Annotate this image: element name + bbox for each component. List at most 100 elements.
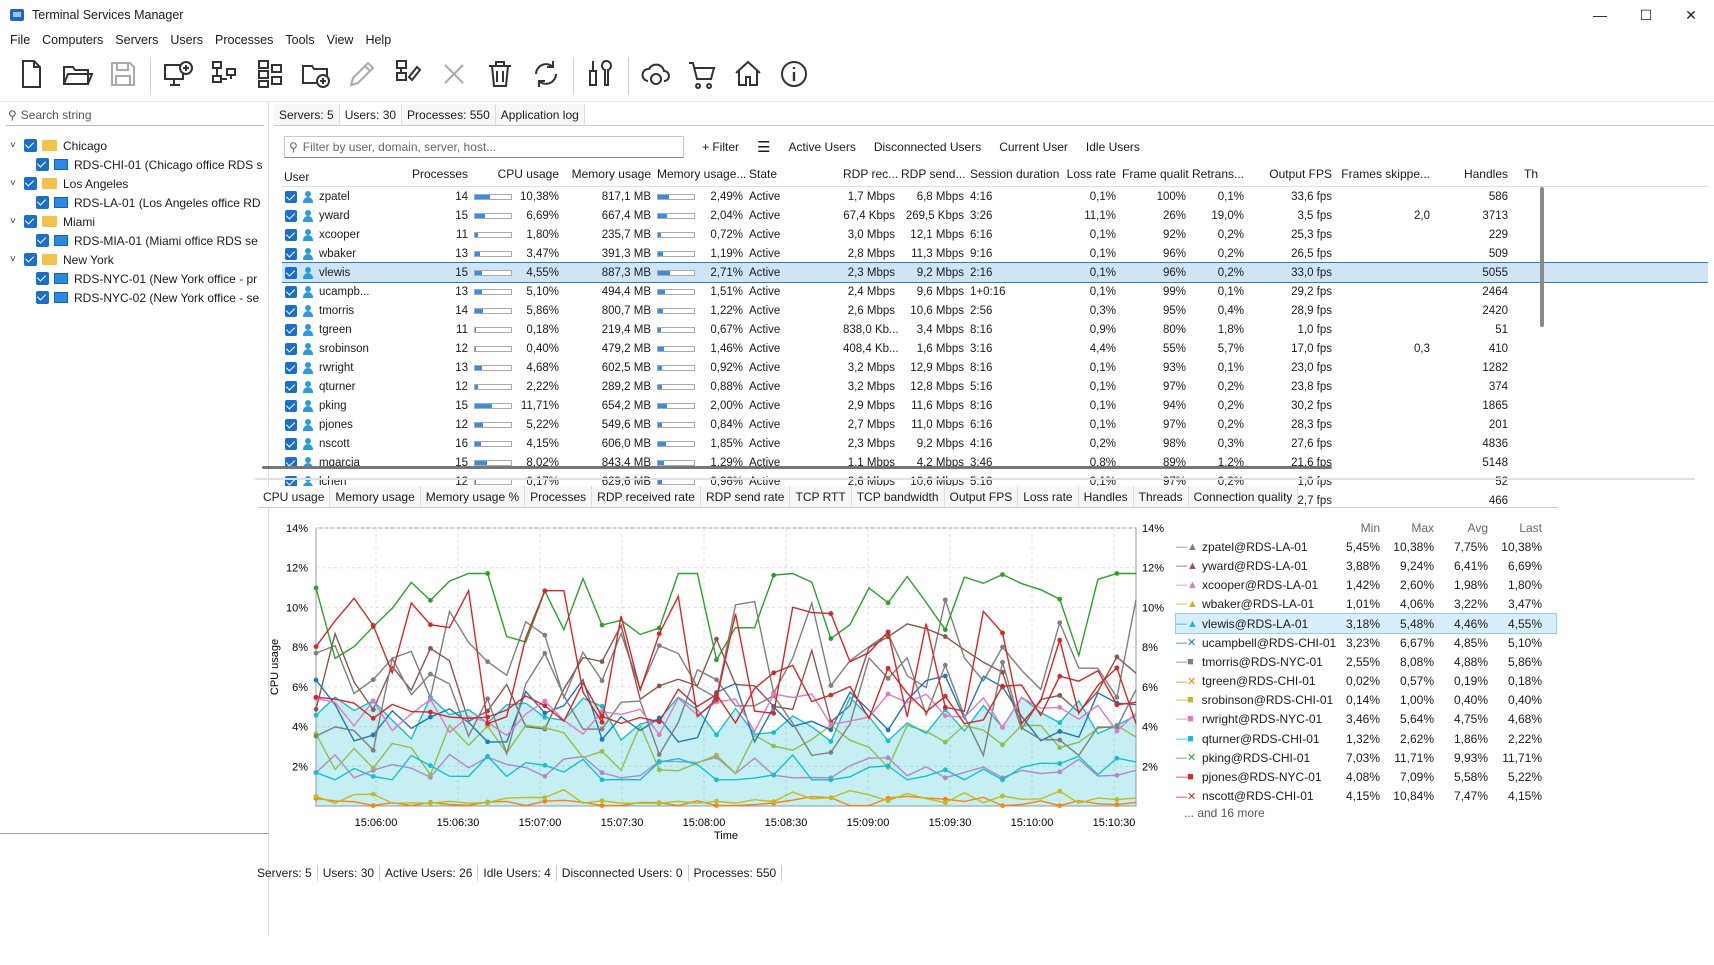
row-checkbox[interactable] [285, 418, 297, 431]
chart-tab-rdp-send-rate[interactable]: RDP send rate [700, 486, 791, 507]
close-icon[interactable]: ✕ [1685, 6, 1697, 23]
legend-row[interactable]: —■ pjones@RDS-NYC-01 4,08% 7,09% 5,58% 5,22% [1176, 767, 1556, 786]
legend-row[interactable]: —■ tmorris@RDS-NYC-01 2,55% 8,08% 4,88% 5,86% [1176, 652, 1556, 671]
checkbox[interactable] [36, 291, 49, 304]
view-idle-users[interactable]: Idle Users [1085, 140, 1140, 154]
row-checkbox[interactable] [285, 285, 297, 298]
table-row[interactable]: rwright 13 4,68% 602,5 MB 0,92% Active 3,2 Mbp… [282, 358, 1708, 377]
table-row[interactable]: pjones 12 5,22% 549,6 MB 0,84% Active 2,7 Mbps… [282, 415, 1708, 434]
table-row[interactable]: tmorris 14 5,86% 800,7 MB 1,22% Active 2,6 Mbp… [282, 301, 1708, 320]
chevron-down-icon[interactable]: ˅ [10, 140, 16, 151]
tab-application-log[interactable]: Application log [495, 104, 585, 125]
column-header[interactable]: Frame quality [1122, 167, 1189, 181]
minimize-icon[interactable]: — [1593, 7, 1607, 23]
menu-computers[interactable]: Computers [42, 33, 104, 47]
column-header[interactable]: Handles [1463, 167, 1508, 181]
column-header[interactable]: Retrans... [1192, 167, 1245, 181]
checkbox[interactable] [24, 215, 37, 228]
table-row[interactable]: srobinson 12 0,40% 479,2 MB 1,46% Active 408,4… [282, 339, 1708, 358]
column-header[interactable]: State [749, 167, 778, 181]
tree-server[interactable]: RDS-CHI-01 (Chicago office RDS s [10, 155, 268, 174]
chart-tab-loss-rate[interactable]: Loss rate [1018, 486, 1079, 507]
row-checkbox[interactable] [285, 342, 297, 355]
row-checkbox[interactable] [285, 190, 297, 203]
tab-servers[interactable]: Servers: 5 [274, 104, 340, 125]
table-row[interactable]: wbaker 13 3,47% 391,3 MB 1,19% Active 2,8 Mbps… [282, 244, 1708, 263]
legend-row[interactable]: —■ qturner@RDS-CHI-01 1,32% 2,62% 1,86% 2,22% [1176, 729, 1556, 748]
view-current-user[interactable]: Current User [999, 140, 1068, 154]
row-checkbox[interactable] [285, 304, 297, 317]
home-button[interactable] [725, 54, 771, 98]
column-header[interactable]: Output FPS [1269, 167, 1332, 181]
chart-tab-output-fps[interactable]: Output FPS [944, 486, 1019, 507]
maximize-icon[interactable]: ☐ [1639, 6, 1653, 23]
checkbox[interactable] [36, 234, 49, 247]
view-disconnected-users[interactable]: Disconnected Users [873, 140, 982, 154]
add-group-button[interactable] [201, 54, 247, 98]
legend-row[interactable]: —✕ nscott@RDS-CHI-01 4,15% 10,84% 7,47% 4,15% [1176, 787, 1556, 806]
column-header[interactable]: Loss rate [1066, 167, 1116, 181]
legend-row[interactable]: —■ srobinson@RDS-CHI-01 0,14% 1,00% 0,40% 0,4… [1176, 691, 1556, 710]
tree-group[interactable]: ˅ Miami [10, 212, 268, 231]
open-folder-button[interactable] [54, 54, 100, 98]
table-row[interactable]: vlewis 15 4,55% 887,3 MB 2,71% Active 2,3 Mbps… [282, 262, 1708, 283]
chart-tab-processes[interactable]: Processes [525, 486, 593, 507]
column-header[interactable]: Memory usage... [657, 167, 746, 181]
menu-processes[interactable]: Processes [215, 33, 274, 47]
cloud-sync-button[interactable] [633, 54, 679, 98]
row-checkbox[interactable] [285, 209, 297, 222]
column-header[interactable]: CPU usage [497, 167, 559, 181]
legend-row[interactable]: —▲ vlewis@RDS-LA-01 3,18% 5,48% 4,46% 4,55% [1175, 612, 1557, 635]
search-input[interactable]: Search string [20, 107, 92, 122]
tab-users[interactable]: Users: 30 [339, 104, 403, 125]
legend-row[interactable]: —▲ yward@RDS-LA-01 3,88% 9,24% 6,41% 6,69% [1176, 556, 1556, 575]
tree-server[interactable]: RDS-NYC-02 (New York office - se [10, 288, 268, 307]
table-row[interactable]: nscott 16 4,15% 606,0 MB 1,85% Active 2,3 Mbps… [282, 434, 1708, 453]
table-row[interactable]: qturner 12 2,22% 289,2 MB 0,88% Active 3,2 Mbp… [282, 377, 1708, 396]
grid-vertical-scrollbar[interactable] [1540, 187, 1544, 327]
row-checkbox[interactable] [285, 361, 297, 374]
search-box[interactable]: ⚲ Search string [6, 104, 264, 126]
table-row[interactable]: yward 15 6,69% 667,4 MB 2,04% Active 67,4 Kbps… [282, 206, 1708, 225]
legend-row[interactable]: —✕ ucampbell@RDS-CHI-01 3,23% 6,67% 4,85% 5,1… [1176, 633, 1556, 652]
checkbox[interactable] [24, 139, 37, 152]
menu-tools[interactable]: Tools [285, 33, 315, 47]
edit-button[interactable] [339, 54, 385, 98]
column-header[interactable]: RDP rec... [843, 167, 898, 181]
row-checkbox[interactable] [285, 456, 297, 469]
checkbox[interactable] [24, 253, 37, 266]
column-header[interactable]: Session duration [970, 167, 1060, 181]
tree-server[interactable]: RDS-NYC-01 (New York office - pr [10, 269, 268, 288]
checkbox[interactable] [24, 177, 37, 190]
table-row[interactable]: zpatel 14 10,38% 817,1 MB 2,49% Active 1,7 Mbp… [282, 187, 1708, 206]
chart-tab-cpu-usage[interactable]: CPU usage [258, 486, 331, 507]
delete-x-button[interactable] [431, 54, 477, 98]
chart-tab-memory-usage-[interactable]: Memory usage % [420, 486, 526, 507]
checkbox[interactable] [36, 158, 49, 171]
tab-processes[interactable]: Processes: 550 [402, 104, 496, 125]
chart-tab-tcp-bandwidth[interactable]: TCP bandwidth [851, 486, 945, 507]
add-folder-button[interactable] [293, 54, 339, 98]
menu-file[interactable]: File [10, 33, 31, 47]
row-checkbox[interactable] [285, 247, 297, 260]
column-header[interactable]: Frames skippe... [1341, 167, 1430, 181]
chart-tab-handles[interactable]: Handles [1078, 486, 1134, 507]
new-file-button[interactable] [8, 54, 54, 98]
table-row[interactable]: xcooper 11 1,80% 235,7 MB 0,72% Active 3,0 Mbp… [282, 225, 1708, 244]
row-checkbox[interactable] [285, 380, 297, 393]
column-header[interactable]: Processes [411, 167, 468, 181]
column-header[interactable]: RDP send... [901, 167, 966, 181]
legend-row[interactable]: —✕ pking@RDS-CHI-01 7,03% 11,71% 9,93% 11,71% [1176, 748, 1556, 767]
filter-button[interactable]: + Filter [702, 140, 740, 154]
refresh-button[interactable] [523, 54, 569, 98]
tree-group[interactable]: ˅ Chicago [10, 136, 268, 155]
filter-input[interactable]: ⚲ Filter by user, domain, server, host..… [284, 136, 684, 158]
trash-button[interactable] [477, 54, 523, 98]
info-button[interactable] [771, 54, 817, 98]
grid-horizontal-scrollbar[interactable] [262, 466, 1332, 469]
column-header[interactable]: Memory usage [571, 167, 651, 181]
row-checkbox[interactable] [285, 266, 297, 279]
tree-server[interactable]: RDS-MIA-01 (Miami office RDS se [10, 231, 268, 250]
tools-button[interactable] [578, 54, 624, 98]
checkbox[interactable] [36, 196, 49, 209]
